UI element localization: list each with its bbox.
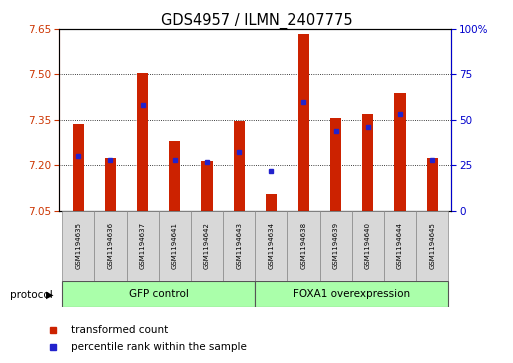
Text: GSM1194640: GSM1194640 [365,223,371,269]
Text: ▶: ▶ [46,290,53,300]
Bar [255,281,448,307]
Bar [62,281,255,307]
Text: GSM1194642: GSM1194642 [204,223,210,269]
Bar [320,211,352,281]
Bar [287,211,320,281]
Text: GDS4957 / ILMN_2407775: GDS4957 / ILMN_2407775 [161,13,352,29]
Bar [298,34,309,211]
Text: GSM1194634: GSM1194634 [268,223,274,269]
Bar [352,211,384,281]
Text: GFP control: GFP control [129,289,189,299]
Bar [127,211,159,281]
Bar [266,194,277,211]
Bar [384,211,416,281]
Text: GSM1194636: GSM1194636 [107,223,113,269]
Bar [169,141,181,211]
Text: GSM1194635: GSM1194635 [75,223,81,269]
Bar [233,121,245,211]
Bar [159,211,191,281]
Text: FOXA1 overexpression: FOXA1 overexpression [293,289,410,299]
Text: GSM1194641: GSM1194641 [172,223,178,269]
Text: GSM1194637: GSM1194637 [140,223,146,269]
Text: GSM1194643: GSM1194643 [236,223,242,269]
Text: GSM1194638: GSM1194638 [301,223,306,269]
Bar [94,211,127,281]
Bar [73,124,84,211]
Text: transformed count: transformed count [71,325,168,335]
Bar [394,93,406,211]
Bar [426,158,438,211]
Bar [330,118,341,211]
Text: GSM1194644: GSM1194644 [397,223,403,269]
Bar [191,211,223,281]
Bar [62,211,94,281]
Bar [416,211,448,281]
Bar [362,114,373,211]
Bar [255,211,287,281]
Text: GSM1194639: GSM1194639 [332,223,339,269]
Text: protocol: protocol [10,290,53,300]
Bar [201,160,212,211]
Bar [223,211,255,281]
Bar [137,73,148,211]
Text: percentile rank within the sample: percentile rank within the sample [71,342,247,352]
Bar [105,158,116,211]
Text: GSM1194645: GSM1194645 [429,223,435,269]
